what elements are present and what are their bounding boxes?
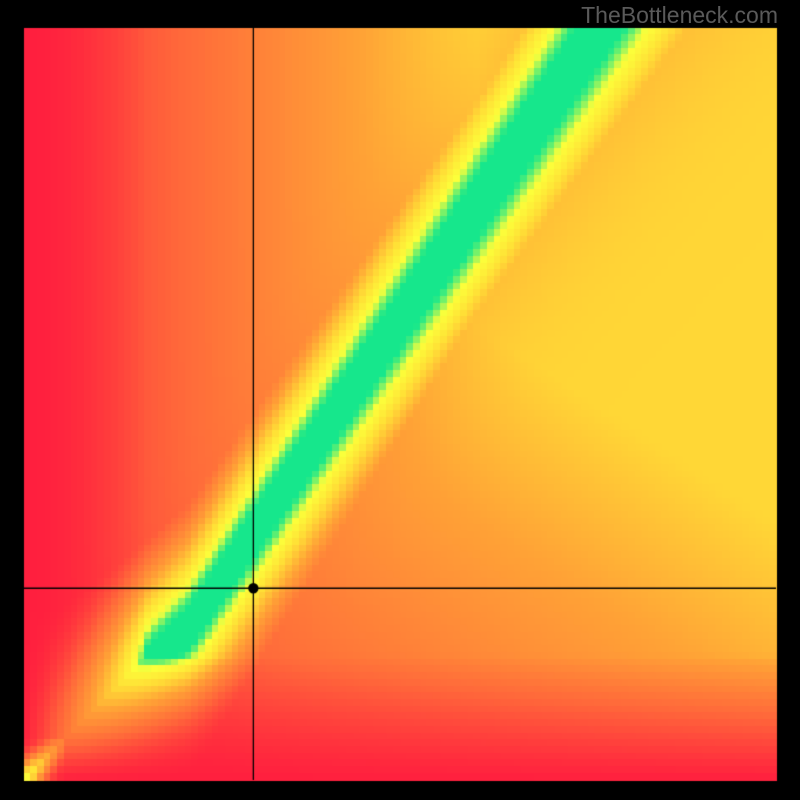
bottleneck-heatmap (0, 0, 800, 800)
watermark-text: TheBottleneck.com (581, 2, 778, 29)
